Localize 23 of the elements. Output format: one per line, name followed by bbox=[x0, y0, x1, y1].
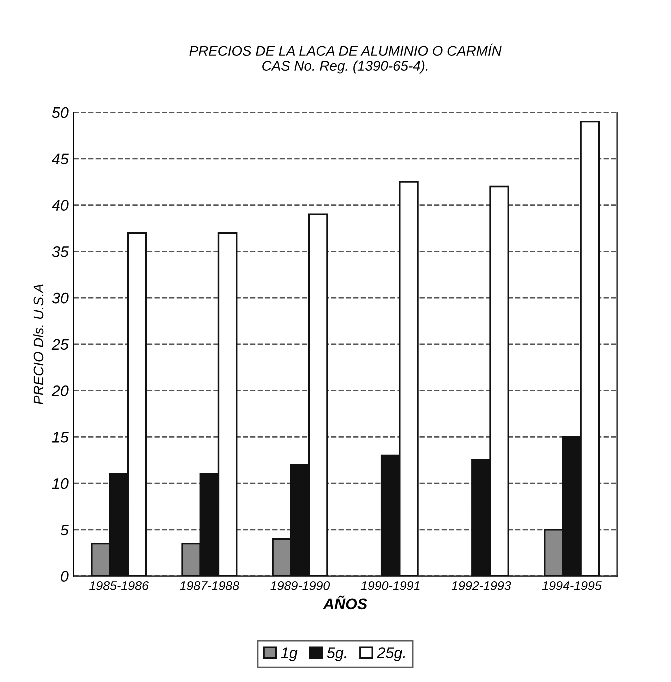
y-tick-label: 25 bbox=[52, 339, 69, 350]
y-tick-label: 50 bbox=[52, 107, 69, 118]
y-tick-label: 20 bbox=[52, 386, 69, 396]
y-tick-label: 35 bbox=[52, 246, 69, 258]
legend-label: 5g. bbox=[327, 648, 346, 662]
x-tick-label: 1987-1988 bbox=[180, 581, 240, 590]
x-tick-label: 1989-1990 bbox=[270, 581, 330, 590]
x-tick-label: 1985-1986 bbox=[90, 581, 149, 590]
y-tick-label: 40 bbox=[52, 200, 69, 211]
x-axis-title: AÑOS bbox=[323, 596, 368, 610]
x-tick-label: 1992-1993 bbox=[452, 581, 512, 590]
y-tick-label: 5 bbox=[60, 524, 69, 536]
y-tick-label: 10 bbox=[52, 478, 69, 490]
y-tick-label: 45 bbox=[52, 154, 69, 165]
y-axis-title: PRECIO Dls. U.S.A bbox=[33, 284, 44, 405]
y-tick-label: 0 bbox=[61, 571, 69, 582]
x-tick-label: 1990-1991 bbox=[361, 581, 420, 590]
legend-label: 1g bbox=[281, 648, 298, 662]
chart-title: PRECIOS DE LA LACA DE ALUMINIO O CARMÍN CAS No. Reg. (1390-65-4). bbox=[190, 44, 502, 74]
legend-label: 25g. bbox=[377, 648, 406, 662]
x-tick-label: 1994-1995 bbox=[542, 581, 602, 590]
y-tick-label: 15 bbox=[52, 432, 69, 443]
y-tick-label: 30 bbox=[52, 292, 69, 304]
